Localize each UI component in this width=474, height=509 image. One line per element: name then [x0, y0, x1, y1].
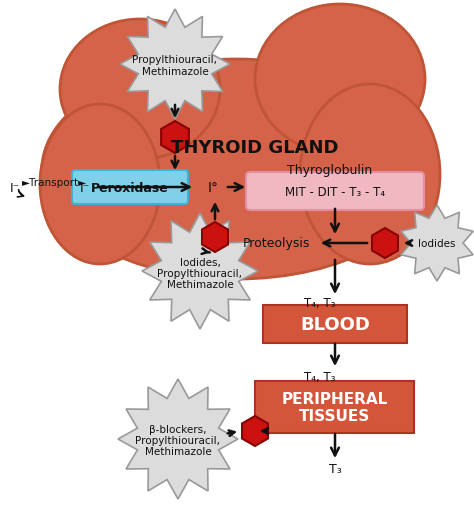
- Text: Iodides: Iodides: [418, 239, 456, 248]
- Polygon shape: [401, 206, 473, 281]
- Ellipse shape: [255, 5, 425, 155]
- Text: BLOOD: BLOOD: [300, 316, 370, 333]
- Text: Methimazole: Methimazole: [145, 446, 211, 456]
- Text: Propylthiouracil,: Propylthiouracil,: [157, 268, 243, 278]
- Text: Proteolysis: Proteolysis: [243, 237, 310, 250]
- FancyBboxPatch shape: [263, 305, 407, 344]
- Text: β-blockers,: β-blockers,: [149, 424, 207, 434]
- Text: MIT - DIT - T₃ - T₄: MIT - DIT - T₃ - T₄: [285, 185, 385, 198]
- FancyBboxPatch shape: [255, 381, 414, 433]
- Text: T₃: T₃: [328, 463, 341, 475]
- Text: Thyroglobulin: Thyroglobulin: [287, 163, 373, 176]
- Text: Iodides,: Iodides,: [180, 258, 220, 267]
- Polygon shape: [142, 214, 258, 329]
- Polygon shape: [372, 229, 398, 259]
- Text: Propylthiouracil,: Propylthiouracil,: [136, 435, 220, 445]
- Text: I⁻: I⁻: [80, 181, 90, 194]
- Text: T₄, T₃: T₄, T₃: [304, 297, 336, 310]
- Text: T₄, T₃: T₄, T₃: [304, 370, 336, 383]
- Text: Methimazole: Methimazole: [167, 279, 233, 290]
- FancyBboxPatch shape: [246, 173, 424, 211]
- Polygon shape: [202, 222, 228, 252]
- Ellipse shape: [300, 85, 440, 265]
- Ellipse shape: [60, 20, 220, 160]
- Polygon shape: [120, 10, 230, 120]
- Polygon shape: [161, 122, 189, 154]
- Text: Peroxidase: Peroxidase: [91, 181, 169, 194]
- Text: I⁻: I⁻: [10, 181, 20, 194]
- Ellipse shape: [42, 60, 432, 279]
- Text: PERIPHERAL
TISSUES: PERIPHERAL TISSUES: [282, 391, 388, 423]
- Text: ►Transport►: ►Transport►: [22, 178, 87, 188]
- Text: Propylthiouracil,: Propylthiouracil,: [133, 55, 218, 65]
- Text: Methimazole: Methimazole: [142, 67, 209, 77]
- Polygon shape: [242, 416, 268, 446]
- Polygon shape: [118, 379, 238, 499]
- Text: I°: I°: [208, 181, 219, 194]
- Ellipse shape: [40, 105, 160, 265]
- FancyBboxPatch shape: [72, 171, 188, 205]
- Text: THYROID GLAND: THYROID GLAND: [171, 139, 339, 157]
